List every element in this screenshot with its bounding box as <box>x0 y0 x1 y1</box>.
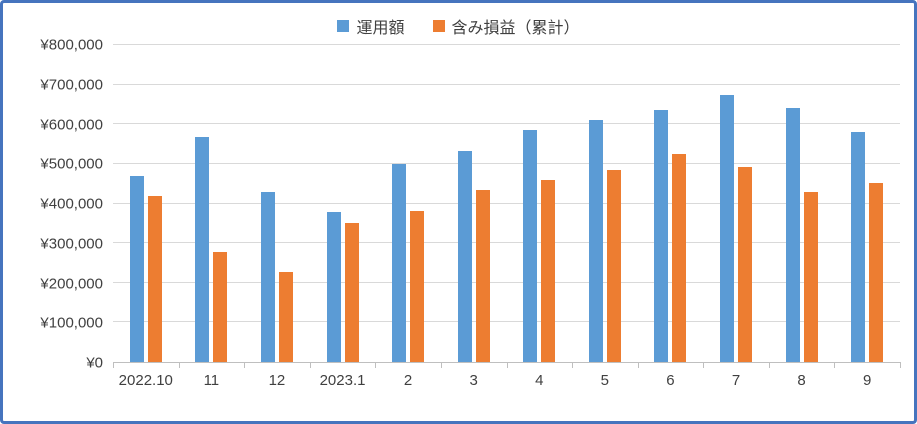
bar-group-2 <box>375 45 441 362</box>
bar-運用額-2023.1 <box>326 212 341 362</box>
y-tick-label: ¥700,000 <box>40 76 103 94</box>
gridline <box>113 83 900 85</box>
bar-group-11 <box>179 45 245 362</box>
x-axis-tick <box>834 362 836 368</box>
x-tick-label: 8 <box>797 372 806 389</box>
x-tick-label: 2 <box>403 372 413 389</box>
y-tick-label: ¥400,000 <box>40 195 103 213</box>
bar-含み損益（累計）-2023.1 <box>344 223 359 362</box>
x-tick-label: 6 <box>666 372 675 389</box>
bar-group-4 <box>506 45 572 362</box>
y-tick-label: ¥600,000 <box>40 116 103 133</box>
x-axis-tick <box>900 362 901 368</box>
x-axis-tick <box>375 362 377 368</box>
bar-group-2023.1 <box>310 45 376 362</box>
gridline <box>113 281 900 283</box>
bar-group-3 <box>441 45 507 362</box>
legend-swatch-orange-icon <box>432 20 445 32</box>
x-axis-tick <box>178 362 180 368</box>
bar-運用額-9 <box>851 132 866 362</box>
x-axis-tick <box>768 362 770 368</box>
x-axis-tick <box>113 362 114 368</box>
gridline <box>113 162 900 164</box>
chart-body: ¥800,000 ¥700,000 ¥600,000 ¥500,000 ¥400,000… <box>3 37 914 389</box>
bar-運用額-5 <box>588 120 603 362</box>
bar-group-8 <box>769 45 835 362</box>
gridline <box>113 123 900 125</box>
bar-含み損益（累計）-6 <box>672 153 687 362</box>
bar-group-6 <box>638 45 704 362</box>
bar-含み損益（累計）-11 <box>213 251 228 362</box>
x-tick-label: 3 <box>469 372 478 389</box>
x-axis-tick <box>244 362 246 368</box>
plot-wrap: 2022.10 11 12 2023.1 2 3 4 5 6 7 8 9 <box>113 44 901 389</box>
bar-含み損益（累計）-12 <box>278 271 293 362</box>
bar-含み損益（累計）-8 <box>803 191 818 362</box>
y-tick-label: ¥200,000 <box>40 275 103 292</box>
bar-group-7 <box>703 45 769 362</box>
y-tick-label: ¥500,000 <box>40 155 103 173</box>
gridline <box>113 321 900 323</box>
bar-運用額-2 <box>392 163 407 362</box>
x-tick-label: 9 <box>862 372 872 389</box>
x-tick-label: 12 <box>268 372 286 389</box>
bar-group-2022.10 <box>113 45 179 362</box>
legend: 運用額 含み損益（累計） <box>3 13 914 39</box>
x-axis-tick <box>637 362 639 368</box>
bar-含み損益（累計）-3 <box>475 189 490 362</box>
bar-含み損益（累計）-2 <box>410 211 425 362</box>
x-axis-labels: 2022.10 11 12 2023.1 2 3 4 5 6 7 8 9 <box>113 363 900 389</box>
bar-含み損益（累計）-2022.10 <box>147 196 162 362</box>
y-axis-labels: ¥800,000 ¥700,000 ¥600,000 ¥500,000 ¥400,000… <box>21 37 113 372</box>
legend-item-operating-amount: 運用額 <box>337 14 405 38</box>
bar-含み損益（累計）-9 <box>869 182 884 362</box>
x-tick-label: 4 <box>535 372 544 389</box>
bar-含み損益（累計）-4 <box>541 179 556 362</box>
bar-group-9 <box>834 45 900 362</box>
bar-group-5 <box>572 45 638 362</box>
gridline <box>113 242 900 244</box>
bar-group-12 <box>244 45 310 362</box>
bar-運用額-11 <box>195 136 210 362</box>
y-tick-label: ¥800,000 <box>40 36 103 54</box>
x-tick-label: 11 <box>203 372 220 389</box>
bar-運用額-3 <box>457 150 472 362</box>
bar-運用額-7 <box>719 94 734 362</box>
y-tick-label: ¥300,000 <box>40 235 103 253</box>
x-tick-label: 2022.10 <box>118 372 173 389</box>
x-tick-label: 2023.1 <box>319 372 366 389</box>
bar-運用額-8 <box>785 107 800 362</box>
bar-含み損益（累計）-7 <box>737 167 752 362</box>
gridline <box>113 44 900 45</box>
bar-運用額-2022.10 <box>129 175 144 362</box>
bar-運用額-4 <box>523 130 538 362</box>
bar-運用額-12 <box>260 192 275 362</box>
x-axis-tick <box>506 362 508 368</box>
legend-swatch-blue-icon <box>337 20 350 32</box>
x-tick-label: 7 <box>731 372 741 389</box>
bar-運用額-6 <box>654 110 669 362</box>
legend-label-unrealized-gain: 含み損益（累計） <box>451 20 580 37</box>
x-tick-label: 5 <box>600 372 609 389</box>
legend-item-unrealized-gain: 含み損益（累計） <box>432 14 580 38</box>
x-axis-tick <box>309 362 311 368</box>
legend-label-operating-amount: 運用額 <box>356 20 405 37</box>
y-tick-label: ¥100,000 <box>40 314 103 332</box>
plot-area <box>113 44 901 368</box>
x-axis-tick <box>703 362 705 368</box>
bar-含み損益（累計）-5 <box>606 169 621 362</box>
gridline <box>113 202 900 204</box>
x-axis-tick <box>572 362 574 368</box>
x-axis-tick <box>440 362 442 368</box>
y-tick-label: ¥0 <box>86 354 103 372</box>
